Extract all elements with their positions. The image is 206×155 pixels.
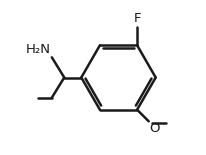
Text: F: F (133, 12, 141, 25)
Text: H₂N: H₂N (25, 43, 50, 56)
Text: O: O (149, 122, 160, 135)
